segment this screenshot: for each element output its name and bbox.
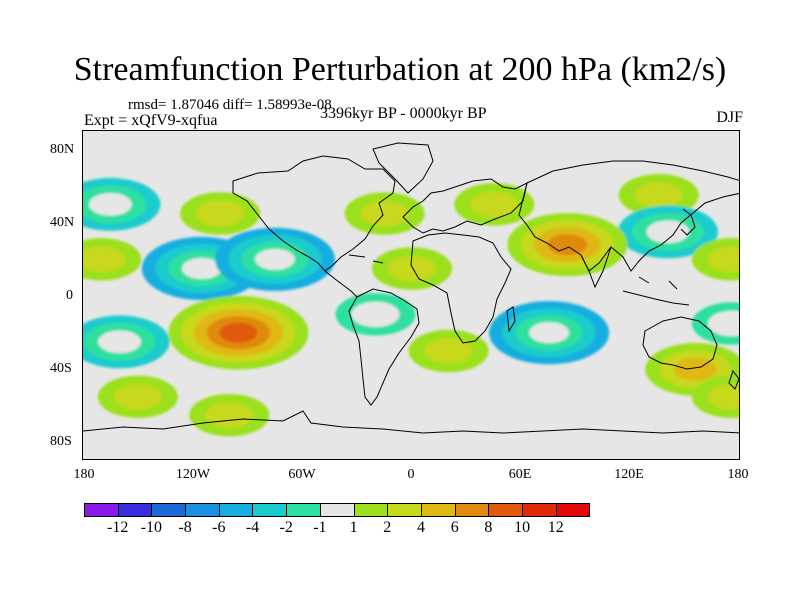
colorbar-label: -1 [313, 519, 327, 536]
x-tick-label: 120E [614, 467, 644, 482]
y-tick-label: 40S [50, 361, 72, 376]
y-tick-label: 0 [66, 288, 73, 303]
coastlines [83, 142, 739, 434]
colorbar-swatch [353, 503, 389, 517]
colorbar-label: 10 [514, 519, 531, 536]
colorbar-label: -6 [212, 519, 226, 536]
colorbar-swatch [286, 503, 321, 517]
y-tick-label: 80N [50, 142, 75, 157]
colorbar-swatch [420, 503, 456, 517]
colorbar-label: -10 [140, 519, 163, 536]
coast-japan [680, 208, 696, 236]
anomaly-contour [98, 330, 141, 354]
coast-south-america [348, 288, 420, 406]
anomaly-contour [529, 322, 570, 344]
colorbar-label: 6 [450, 519, 459, 536]
experiment-label: Expt = xQfV9-xqfua [84, 112, 218, 129]
x-tick-label: 180 [73, 467, 95, 482]
colorbar-swatch [488, 503, 523, 517]
colorbar-swatch [117, 503, 153, 517]
colorbar-swatch [252, 503, 288, 517]
x-tick-label: 120W [175, 467, 211, 482]
anomaly-contour [88, 193, 132, 216]
colorbar-label: -8 [178, 519, 192, 536]
anomaly-contour [254, 248, 295, 270]
anomaly-contour [196, 200, 245, 227]
y-tick-label: 80S [50, 434, 72, 449]
anomaly-field [83, 173, 739, 437]
coast-new-zealand [728, 369, 739, 390]
colorbar-label: 12 [547, 519, 564, 536]
anomaly-contour [707, 384, 739, 410]
anomaly-contour [351, 301, 400, 328]
coast-africa [410, 232, 512, 344]
colorbar-swatch [84, 503, 119, 517]
coast-indonesia [622, 276, 690, 306]
anomaly-contour [634, 182, 683, 208]
colorbar-swatch [218, 503, 254, 517]
coast-asia [518, 160, 739, 272]
colorbar-swatch [521, 503, 557, 517]
colorbar-swatch [185, 503, 220, 517]
season-label: DJF [716, 109, 743, 126]
colorbar-label: 1 [349, 519, 358, 536]
anomaly-contour [707, 310, 739, 337]
map-svg [83, 142, 739, 437]
x-tick-label: 60W [288, 467, 316, 482]
colorbar-swatch [555, 503, 591, 517]
colorbar-swatch [319, 503, 355, 517]
anomaly-contour [707, 246, 739, 273]
coast-madagascar [506, 306, 516, 333]
colorbar-label: -12 [107, 519, 129, 536]
colorbar-label: 8 [484, 519, 493, 536]
coast-north-america [232, 155, 396, 272]
colorbar [84, 503, 591, 517]
stats-text: rmsd= 1.87046 diff= 1.58993e-08 [128, 97, 332, 113]
coast-india [580, 246, 612, 289]
anomaly-contour [83, 246, 126, 273]
anomaly-contour [219, 322, 258, 343]
anomaly-contour [360, 200, 409, 227]
chart-title: Streamfunction Perturbation at 200 hPa (… [73, 51, 727, 88]
period-label: 3396kyr BP - 0000kyr BP [320, 105, 487, 122]
y-tick-label: 40N [50, 215, 75, 230]
map-panel [82, 130, 740, 460]
anomaly-contour [388, 255, 436, 282]
colorbar-swatch [387, 503, 422, 517]
coast-central-america [324, 270, 358, 298]
colorbar-label: -2 [279, 519, 293, 536]
colorbar-label: -4 [245, 519, 260, 536]
coast-australia [642, 316, 718, 370]
x-tick-label: 180 [727, 467, 749, 482]
anomaly-contour [547, 234, 588, 256]
coast-greenland [372, 142, 434, 194]
anomaly-contour [205, 402, 254, 428]
coast-antarctica [83, 410, 739, 434]
anomaly-contour [470, 191, 519, 218]
anomaly-contour [424, 338, 473, 364]
colorbar-swatch [454, 503, 490, 517]
anomaly-contour [181, 257, 222, 280]
colorbar-label: 4 [417, 519, 425, 536]
coast-caribbean [348, 254, 384, 264]
colorbar-label: 2 [383, 519, 392, 536]
anomaly-contour [113, 384, 162, 410]
colorbar-swatch [151, 503, 187, 517]
x-tick-label: 0 [407, 467, 415, 482]
x-tick-label: 60E [508, 467, 532, 482]
anomaly-contour [673, 358, 717, 381]
